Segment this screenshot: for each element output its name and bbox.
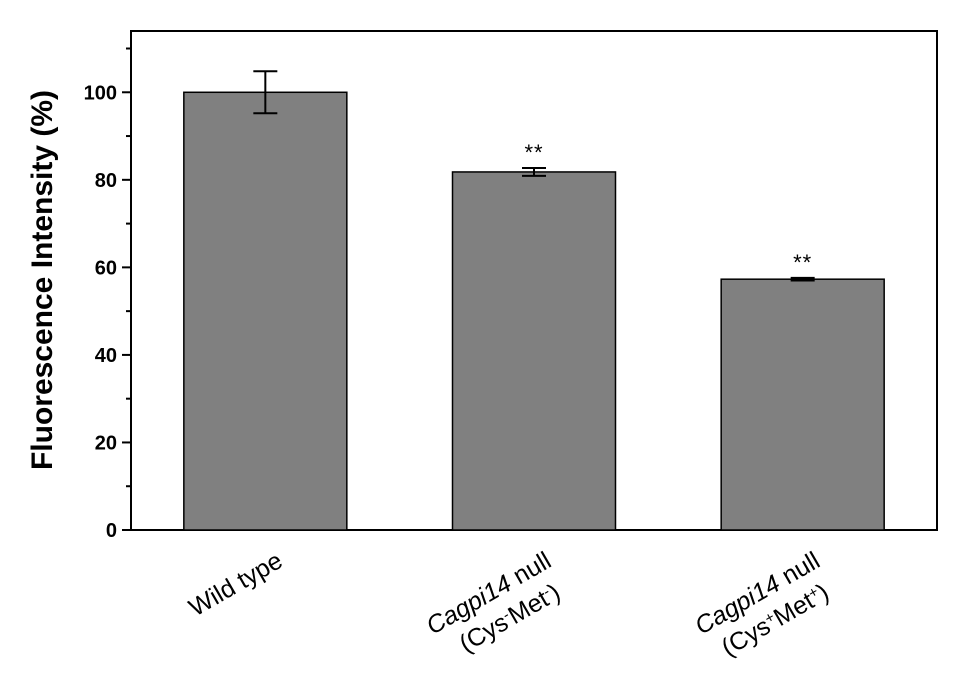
bar	[451, 171, 617, 531]
y-tick-label: 100	[84, 82, 117, 104]
category-label: Cagpi14 null(Cys+Met+)	[690, 547, 833, 662]
bars: ** **	[183, 70, 885, 531]
bar	[183, 91, 348, 531]
significance-label: **	[793, 250, 812, 275]
category-label-text: Wild type	[184, 547, 287, 623]
y-tick-label: 40	[95, 345, 117, 367]
x-axis: Wild type Cagpi14 null(Cys-Met-) Cagpi14 n…	[184, 547, 833, 662]
y-tick-label: 0	[106, 520, 117, 542]
category-label: Wild type	[184, 547, 287, 623]
significance-label: **	[524, 140, 543, 165]
y-tick-label: 80	[95, 170, 117, 192]
category-label: Cagpi14 null(Cys-Met-)	[422, 547, 565, 659]
y-axis-title: Fluorescence Intensity (%)	[26, 90, 59, 470]
y-axis: 0 20 40 60 80 100	[84, 47, 131, 542]
y-tick-label: 20	[95, 432, 117, 454]
y-tick-label: 60	[95, 257, 117, 279]
bar	[720, 278, 885, 531]
